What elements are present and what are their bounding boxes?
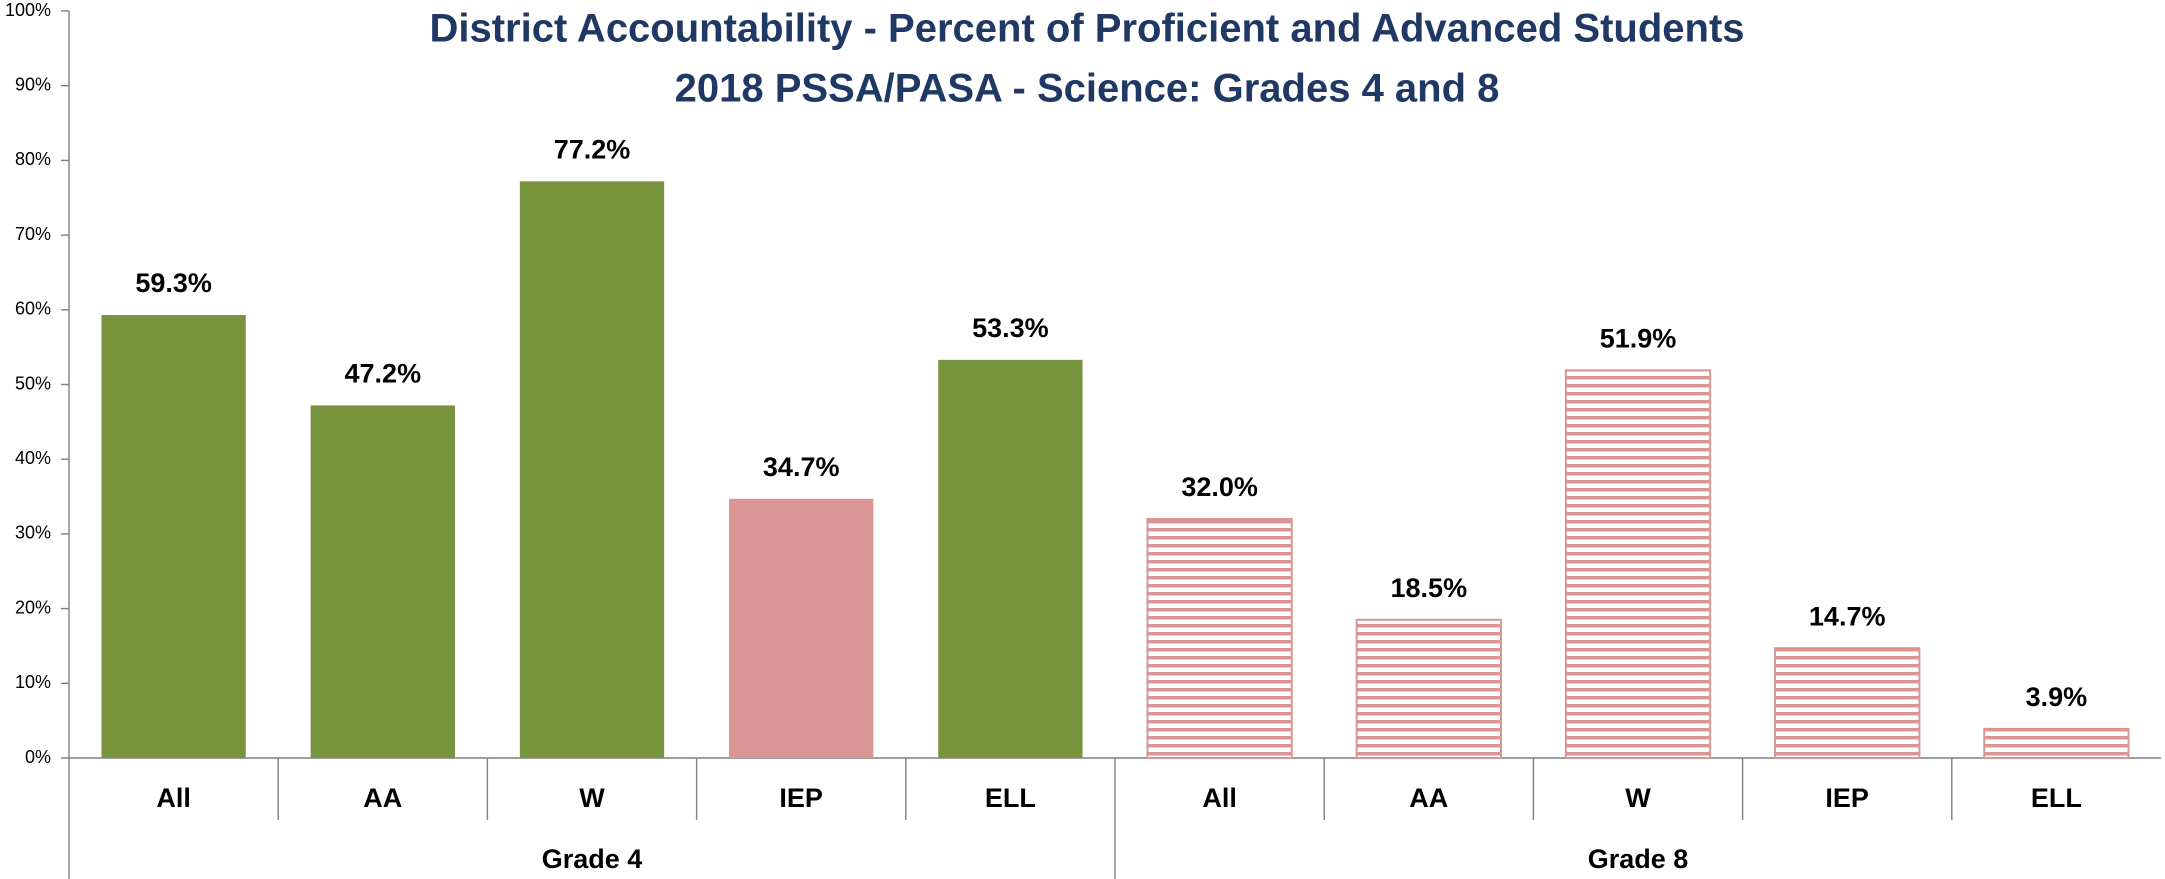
chart-subtitle: 2018 PSSA/PASA - Science: Grades 4 and 8 xyxy=(675,67,1500,111)
value-label: 77.2% xyxy=(554,134,631,164)
value-label: 51.9% xyxy=(1600,323,1677,353)
x-tick-label: IEP xyxy=(1825,783,1869,813)
x-tick-label: AA xyxy=(363,783,402,813)
value-label: 3.9% xyxy=(2026,682,2088,712)
y-tick-label: 0% xyxy=(25,747,51,767)
group-label: Grade 8 xyxy=(1588,844,1689,874)
y-tick-label: 40% xyxy=(15,448,51,468)
chart-title: District Accountability - Percent of Pro… xyxy=(429,7,1744,51)
x-tick-label: ELL xyxy=(985,783,1036,813)
y-tick-label: 80% xyxy=(15,149,51,169)
x-tick-label: W xyxy=(1625,783,1651,813)
bar xyxy=(101,315,246,758)
bar xyxy=(938,359,1083,758)
x-tick-label: All xyxy=(156,783,191,813)
x-tick-label: IEP xyxy=(779,783,823,813)
bar xyxy=(1146,517,1293,760)
x-tick-label: W xyxy=(579,783,605,813)
value-label: 53.3% xyxy=(972,313,1049,343)
y-tick-label: 90% xyxy=(15,74,51,94)
bar xyxy=(729,498,874,758)
bar xyxy=(1355,618,1502,759)
value-label: 32.0% xyxy=(1181,472,1258,502)
group-label: Grade 4 xyxy=(542,844,643,874)
value-label: 14.7% xyxy=(1809,601,1886,631)
bar xyxy=(1564,369,1712,759)
x-tick-label: AA xyxy=(1409,783,1448,813)
bar xyxy=(1774,647,1921,759)
x-tick-label: ELL xyxy=(2031,783,2082,813)
value-label: 34.7% xyxy=(763,452,840,482)
y-tick-label: 10% xyxy=(15,672,51,692)
y-tick-label: 20% xyxy=(15,597,51,617)
bar xyxy=(1983,727,2130,760)
y-tick-label: 60% xyxy=(15,299,51,319)
y-tick-label: 50% xyxy=(15,373,51,393)
value-label: 18.5% xyxy=(1391,573,1468,603)
y-tick-label: 30% xyxy=(15,523,51,543)
bar xyxy=(310,405,455,758)
value-label: 47.2% xyxy=(345,359,422,389)
value-label: 59.3% xyxy=(135,268,212,298)
y-tick-label: 70% xyxy=(15,224,51,244)
y-tick-label: 100% xyxy=(5,0,51,20)
bar xyxy=(519,181,665,759)
x-tick-label: All xyxy=(1202,783,1237,813)
